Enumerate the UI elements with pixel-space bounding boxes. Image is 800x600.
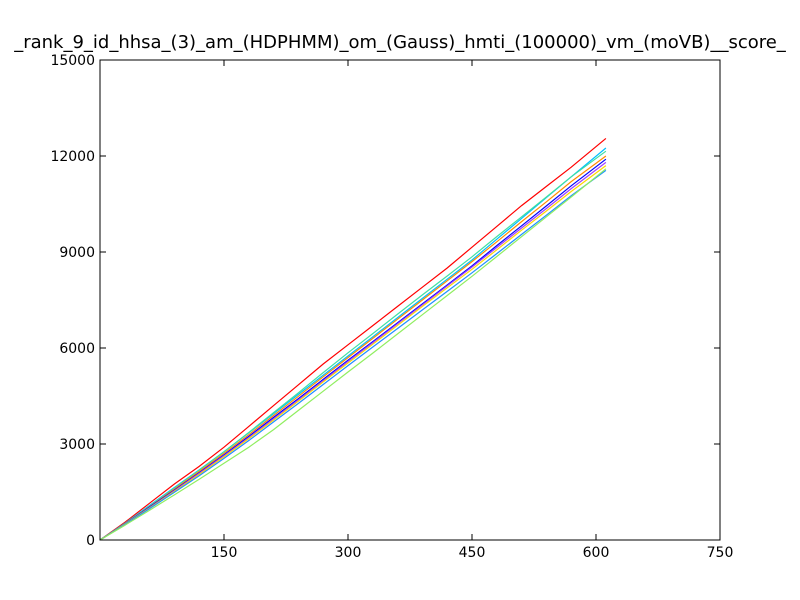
series-line-7 xyxy=(99,165,607,541)
series-layer xyxy=(99,137,607,541)
series-line-8 xyxy=(99,169,607,541)
series-line-2 xyxy=(99,147,607,541)
y-tick-label-0: 0 xyxy=(86,533,95,549)
series-line-9 xyxy=(99,168,607,541)
chart-title: _rank_9_id_hhsa_(3)_am_(HDPHMM)_om_(Gaus… xyxy=(0,32,800,62)
x-tick-label-4: 750 xyxy=(707,545,734,561)
axes-layer: 150 300 450 600 750 0 3000 6000 9000 12000 15000 xyxy=(50,53,733,561)
series-line-1 xyxy=(99,137,607,541)
x-tick-label-2: 450 xyxy=(459,545,486,561)
series-line-4 xyxy=(99,155,607,541)
y-tick-label-5: 15000 xyxy=(50,53,95,69)
x-tick-label-3: 600 xyxy=(583,545,610,561)
y-tick-label-2: 6000 xyxy=(59,341,95,357)
y-tick-label-4: 12000 xyxy=(50,149,95,165)
plot-frame xyxy=(99,59,721,541)
x-tick-label-1: 300 xyxy=(335,545,362,561)
chart-title-text: _rank_9_id_hhsa_(3)_am_(HDPHMM)_om_(Gaus… xyxy=(14,32,786,53)
series-line-3 xyxy=(99,150,607,541)
series-line-6 xyxy=(99,161,607,541)
y-tick-label-1: 3000 xyxy=(59,437,95,453)
y-tick-label-3: 9000 xyxy=(59,245,95,261)
x-tick-label-0: 150 xyxy=(211,545,238,561)
